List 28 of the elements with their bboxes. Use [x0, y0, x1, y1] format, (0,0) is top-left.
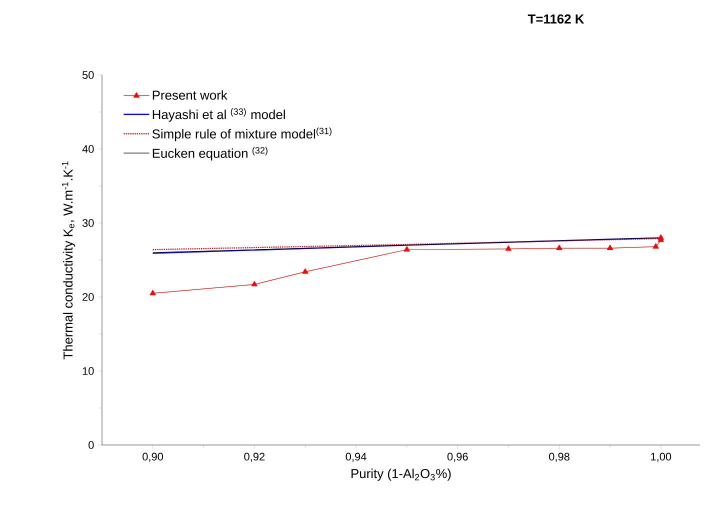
point: [556, 244, 562, 250]
y-tick-label: 30: [82, 219, 94, 227]
point: [607, 244, 614, 250]
point: [150, 290, 156, 296]
x-tick-label: 0,94: [346, 452, 366, 462]
x-tick-label: 0,98: [549, 452, 570, 462]
chart-title: T=1162 K: [528, 14, 584, 24]
point: [404, 246, 410, 252]
legend-label: Present work: [152, 90, 228, 100]
point: [658, 234, 664, 240]
y-tick-label: 0: [88, 441, 94, 449]
y-tick-label: 40: [82, 145, 94, 153]
x-tick-label: 0,90: [142, 452, 164, 462]
legend-label: Eucken equation $^{(32)}$: [152, 146, 268, 160]
point: [652, 243, 659, 249]
x-axis-title: Purity (1-Al$_{2}$O$_{3}$%): [352, 468, 451, 481]
y-tick-label: 20: [82, 293, 94, 301]
x-tick-label: 0,92: [244, 452, 265, 462]
point: [251, 280, 258, 286]
point: [302, 268, 308, 274]
legend-label: Simple rule of mixture model$^{(31)}$: [152, 128, 332, 142]
x-tick-label: 0,96: [447, 452, 468, 462]
legend-label: Hayashi et al $^{(33)}$ model: [152, 108, 285, 122]
y-tick-label: 10: [82, 367, 94, 375]
x-tick-label: 1,00: [651, 452, 672, 462]
y-tick-label: 50: [82, 71, 94, 79]
point: [505, 245, 512, 251]
y-axis-title: Thermal conductivity K$_{e}$, W.m$^{-1}$.K$^{-1}$: [62, 161, 76, 360]
